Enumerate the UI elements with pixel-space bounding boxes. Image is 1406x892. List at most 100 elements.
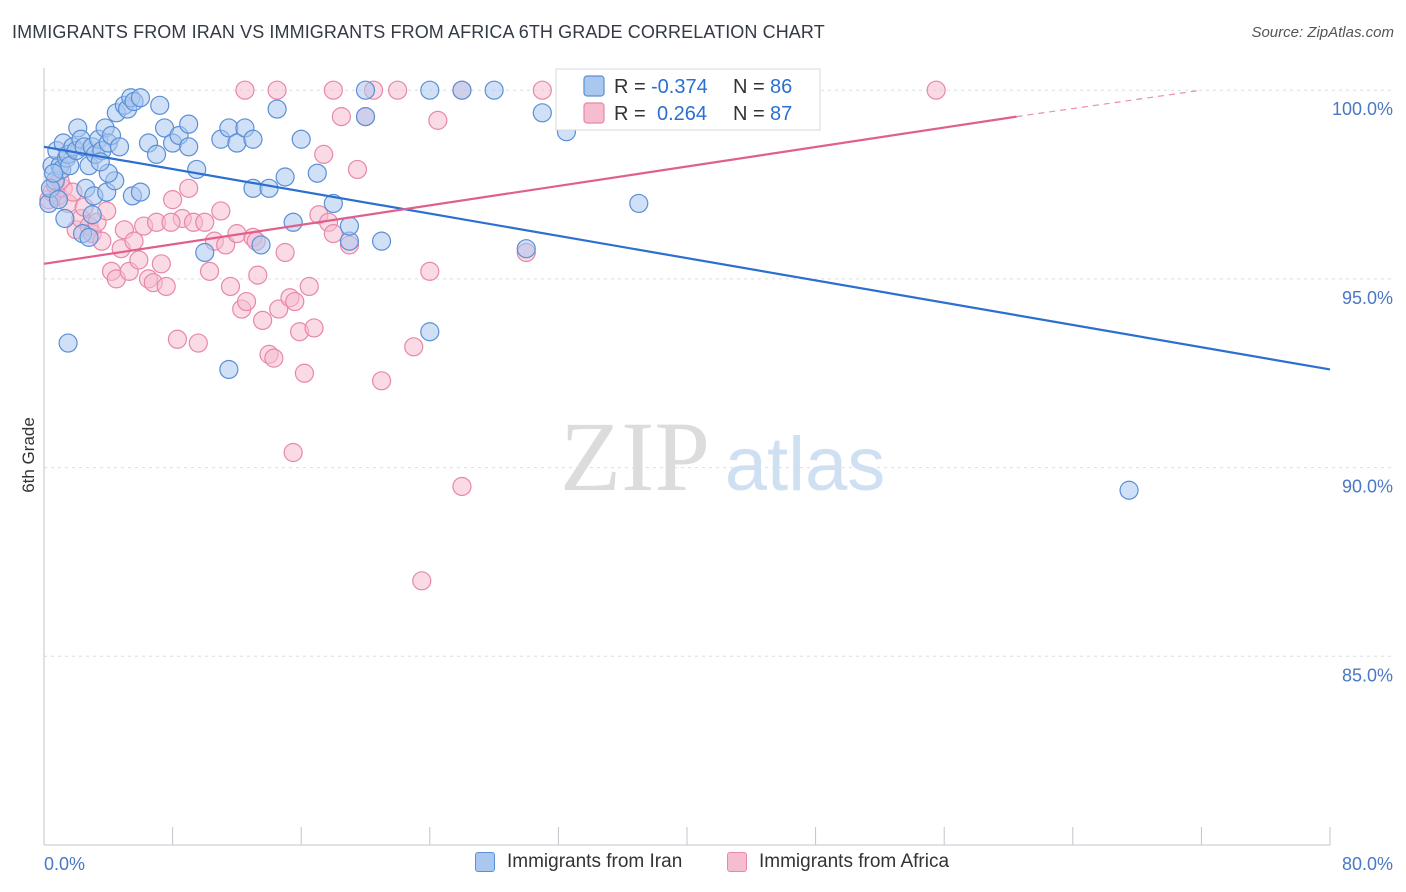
legend-n-label-africa: N = xyxy=(733,103,765,125)
y-tick-label: 85.0% xyxy=(1342,665,1393,685)
data-point-africa xyxy=(371,371,392,391)
chart-title: IMMIGRANTS FROM IRAN VS IMMIGRANTS FROM … xyxy=(12,22,825,42)
data-point-africa xyxy=(253,310,273,331)
data-point-africa xyxy=(195,212,215,232)
legend-swatch-iran xyxy=(583,75,605,97)
data-point-iran xyxy=(179,114,199,134)
data-point-africa xyxy=(304,318,324,338)
legend-r-value-iran: -0.374 xyxy=(651,76,708,98)
watermark-atlas: atlas xyxy=(725,422,886,507)
watermark: ZIP atlas xyxy=(560,401,885,512)
trend-line-iran xyxy=(43,145,1331,371)
data-point-iran xyxy=(146,144,167,164)
data-point-iran xyxy=(420,322,440,342)
y-axis-label: 6th Grade xyxy=(19,417,38,493)
series-africa-points xyxy=(39,80,946,591)
data-point-iran xyxy=(187,159,207,180)
x-tick-label-max: 80.0% xyxy=(1342,854,1393,874)
data-point-iran xyxy=(339,216,360,236)
data-point-africa xyxy=(179,178,199,198)
data-point-iran xyxy=(259,178,279,198)
data-point-iran xyxy=(79,227,99,247)
data-point-africa xyxy=(236,291,257,312)
data-point-africa xyxy=(323,224,343,244)
legend-swatch-iran-bottom xyxy=(475,852,495,872)
data-point-iran xyxy=(195,242,215,263)
data-point-iran xyxy=(219,359,239,380)
data-point-iran xyxy=(283,212,303,232)
data-point-iran xyxy=(1119,480,1139,500)
data-point-africa xyxy=(167,329,188,349)
data-point-iran xyxy=(275,167,295,187)
legend-r-label-iran: R = xyxy=(614,76,646,98)
data-point-africa xyxy=(199,261,220,281)
data-point-iran xyxy=(243,129,263,149)
data-point-iran xyxy=(355,80,376,100)
data-point-africa xyxy=(428,110,448,130)
trend-lines xyxy=(43,89,1331,371)
trend-line-africa xyxy=(43,115,1017,265)
legend-n-value-africa: 87 xyxy=(770,103,792,125)
data-point-africa xyxy=(532,80,552,100)
data-point-iran xyxy=(323,193,343,214)
data-point-africa xyxy=(420,261,440,281)
data-point-africa xyxy=(347,159,368,180)
legend-label-iran: Immigrants from Iran xyxy=(507,851,683,872)
data-point-iran xyxy=(420,80,440,100)
data-point-iran xyxy=(150,95,170,115)
data-point-iran xyxy=(130,182,151,202)
data-point-africa xyxy=(151,254,171,274)
data-point-africa xyxy=(294,363,315,383)
data-point-africa xyxy=(323,80,343,100)
data-point-africa xyxy=(220,276,241,297)
data-point-iran xyxy=(109,137,130,157)
data-point-iran xyxy=(251,235,271,255)
data-point-africa xyxy=(235,80,255,100)
data-point-iran xyxy=(44,163,64,183)
data-point-africa xyxy=(404,337,424,357)
correlation-legend: R = -0.374 N = 86 R = 0.264 N = 87 xyxy=(555,68,821,131)
data-point-africa xyxy=(211,201,231,221)
legend-r-label-africa: R = xyxy=(614,103,646,125)
data-point-iran xyxy=(307,163,327,183)
data-point-iran xyxy=(532,103,552,123)
data-point-africa xyxy=(388,80,408,100)
grid-lines xyxy=(44,89,1395,657)
data-point-africa xyxy=(264,348,284,368)
data-point-africa xyxy=(161,212,181,232)
data-point-iran xyxy=(452,80,472,100)
data-point-iran xyxy=(58,333,78,353)
data-point-africa xyxy=(163,190,183,210)
data-point-iran xyxy=(355,107,376,127)
y-tick-label: 90.0% xyxy=(1342,477,1393,497)
data-point-iran xyxy=(179,137,199,157)
legend-swatch-africa-bottom xyxy=(727,852,747,872)
data-point-iran xyxy=(130,88,151,108)
data-point-iran xyxy=(371,231,392,251)
data-point-iran xyxy=(48,190,69,210)
data-point-africa xyxy=(314,144,334,164)
data-point-africa xyxy=(275,242,295,263)
source-label: Source: ZipAtlas.com xyxy=(1251,24,1394,41)
data-point-iran xyxy=(484,80,504,100)
series-iran-points xyxy=(39,80,1139,500)
data-point-africa xyxy=(452,476,472,497)
data-point-africa xyxy=(156,276,176,297)
data-point-iran xyxy=(267,99,287,119)
data-point-iran xyxy=(291,129,311,149)
data-point-africa xyxy=(129,250,149,270)
data-point-africa xyxy=(267,80,287,100)
data-point-iran xyxy=(516,239,536,259)
data-point-africa xyxy=(188,333,208,353)
legend-label-africa: Immigrants from Africa xyxy=(759,851,950,872)
data-point-africa xyxy=(299,276,319,297)
data-point-africa xyxy=(285,291,305,312)
y-tick-label: 95.0% xyxy=(1342,288,1393,308)
data-point-iran xyxy=(82,205,102,225)
data-point-africa xyxy=(412,571,432,591)
legend-r-value-africa: 0.264 xyxy=(657,103,707,125)
data-point-iran xyxy=(55,208,75,229)
data-point-africa xyxy=(248,265,268,285)
data-point-iran xyxy=(629,193,649,214)
